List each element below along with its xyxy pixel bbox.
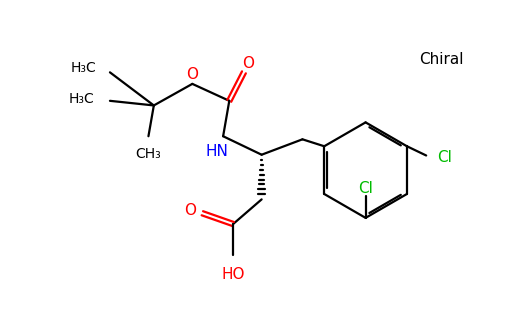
Text: O: O	[184, 203, 196, 218]
Text: H₃C: H₃C	[70, 62, 96, 75]
Text: H₃C: H₃C	[69, 92, 95, 106]
Text: Cl: Cl	[358, 181, 373, 196]
Text: Cl: Cl	[437, 149, 452, 165]
Text: HO: HO	[221, 267, 245, 282]
Text: Chiral: Chiral	[419, 51, 464, 67]
Text: CH₃: CH₃	[136, 147, 161, 161]
Text: O: O	[186, 67, 198, 82]
Text: HN: HN	[205, 144, 228, 159]
Text: O: O	[243, 56, 254, 71]
